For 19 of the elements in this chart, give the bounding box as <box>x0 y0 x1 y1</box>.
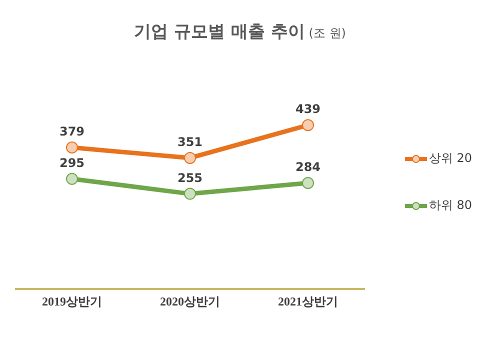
x-tick-label: 2020상반기 <box>160 294 220 309</box>
data-label: 295 <box>59 156 85 170</box>
data-label: 379 <box>59 124 85 139</box>
x-tick-label: 2019상반기 <box>42 294 102 309</box>
point <box>184 152 196 164</box>
point <box>66 172 78 185</box>
data-label: 255 <box>177 170 203 185</box>
chart-title: 기업 규모별 매출 추이 <box>134 22 305 42</box>
point <box>302 176 314 189</box>
data-label: 284 <box>295 160 321 174</box>
x-tick-label: 2021상반기 <box>278 294 338 309</box>
data-label: 439 <box>295 102 321 116</box>
legend-label: 상위 20 <box>428 150 472 167</box>
point <box>184 188 196 200</box>
chart-subtitle: (조 원) <box>308 26 346 40</box>
legend-label: 하위 80 <box>428 197 472 214</box>
point <box>302 119 314 132</box>
point <box>66 142 78 154</box>
data-label: 351 <box>177 134 203 149</box>
